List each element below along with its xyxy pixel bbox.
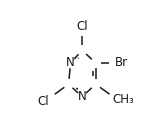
- Text: N: N: [66, 56, 75, 69]
- Text: N: N: [78, 90, 86, 103]
- Text: Cl: Cl: [38, 95, 49, 108]
- Text: Cl: Cl: [76, 20, 88, 33]
- Text: Br: Br: [115, 56, 128, 69]
- Text: CH₃: CH₃: [113, 93, 135, 106]
